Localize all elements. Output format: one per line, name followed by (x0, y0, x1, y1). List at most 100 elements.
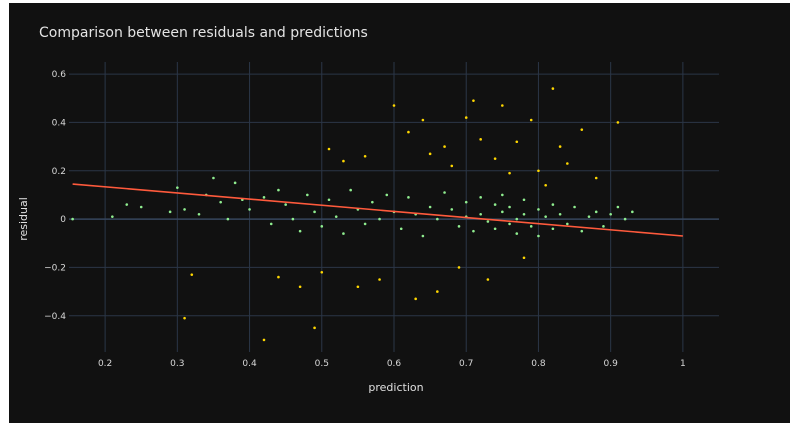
x-tick-label: 0.8 (531, 359, 546, 369)
scatter-point (537, 208, 540, 211)
scatter-point (428, 205, 432, 209)
scatter-point (537, 234, 540, 238)
scatter-point-outlier (486, 278, 490, 281)
x-tick-label: 0.4 (242, 359, 257, 369)
scatter-point (479, 196, 482, 199)
chart-frame (9, 3, 790, 423)
scatter-point (226, 217, 230, 221)
points-layer (71, 87, 634, 342)
scatter-point (378, 217, 381, 221)
scatter-point (479, 212, 482, 216)
scatter-point (313, 210, 316, 214)
scatter-point (334, 215, 338, 218)
scatter-point (71, 217, 74, 221)
scatter-point (551, 203, 555, 206)
scatter-point (501, 210, 504, 214)
y-tick-label: −0.2 (44, 263, 66, 273)
scatter-point (616, 205, 620, 209)
scatter-point-outlier (551, 87, 555, 90)
scatter-point-outlier (262, 338, 266, 342)
scatter-point-outlier (414, 297, 417, 301)
scatter-point (407, 196, 410, 199)
scatter-point (602, 225, 605, 228)
scatter-point-outlier (363, 154, 367, 158)
scatter-point (631, 210, 634, 214)
scatter-point (269, 222, 273, 226)
y-axis-label: residual (17, 197, 30, 241)
scatter-point (493, 227, 497, 231)
scatter-point (183, 208, 186, 211)
y-tick-label: 0.2 (52, 167, 66, 177)
scatter-point-outlier (515, 140, 519, 144)
scatter-point-outlier (529, 118, 533, 122)
scatter-point (363, 222, 367, 226)
scatter-point (262, 196, 266, 199)
scatter-point (371, 200, 374, 204)
scatter-point (544, 215, 547, 218)
scatter-point-outlier (320, 270, 324, 274)
scatter-point-outlier (544, 183, 547, 187)
scatter-point (320, 225, 324, 228)
scatter-point-outlier (378, 278, 381, 281)
y-tick-label: 0 (60, 215, 66, 225)
scatter-point-outlier (594, 176, 598, 180)
scatter-point (609, 212, 612, 216)
scatter-point (551, 227, 555, 231)
scatter-point (515, 217, 519, 221)
scatter-point-outlier (183, 316, 186, 320)
chart-title: Comparison between residuals and predict… (39, 25, 368, 41)
scatter-point-outlier (327, 147, 331, 151)
scatter-point (349, 188, 352, 192)
x-tick-label: 0.6 (387, 359, 402, 369)
scatter-point-outlier (190, 273, 194, 276)
y-tick-label: 0.4 (52, 118, 67, 128)
x-tick-label: 1 (680, 359, 686, 369)
scatter-point (566, 222, 569, 226)
scatter-point-outlier (457, 266, 461, 269)
grid-layer (69, 62, 719, 352)
scatter-point (212, 176, 215, 180)
scatter-point-outlier (508, 171, 511, 175)
scatter-point-outlier (277, 275, 280, 279)
scatter-point (472, 229, 475, 233)
y-tick-label: −0.4 (44, 312, 66, 322)
x-tick-label: 0.3 (170, 359, 184, 369)
scatter-point-outlier (356, 285, 360, 289)
scatter-point (421, 234, 425, 238)
scatter-point-outlier (421, 118, 425, 122)
scatter-point (399, 227, 403, 231)
scatter-point (515, 232, 519, 235)
scatter-point (291, 217, 295, 221)
scatter-point-outlier (464, 116, 468, 119)
scatter-point (623, 217, 627, 221)
scatter-point (501, 193, 504, 197)
scatter-point (248, 208, 251, 211)
scatter-point-outlier (493, 157, 497, 160)
scatter-point-outlier (436, 290, 439, 293)
scatter-point (139, 205, 143, 209)
x-tick-label: 0.9 (604, 359, 619, 369)
scatter-point (176, 186, 179, 189)
scatter-point-outlier (342, 159, 345, 163)
scatter-point (522, 198, 526, 202)
scatter-point-outlier (580, 128, 584, 131)
scatter-point-outlier (472, 99, 475, 102)
scatter-point-outlier (407, 130, 410, 134)
scatter-point (450, 208, 454, 211)
scatter-point (233, 181, 237, 185)
scatter-point (558, 212, 562, 216)
scatter-point (327, 198, 331, 202)
scatter-point (493, 203, 497, 206)
x-axis-label: prediction (368, 381, 423, 394)
scatter-point (168, 210, 172, 214)
scatter-point-outlier (313, 326, 316, 330)
scatter-point (443, 191, 446, 194)
scatter-point-outlier (566, 162, 569, 165)
scatter-point (298, 229, 302, 233)
y-tick-label: 0.6 (52, 70, 67, 80)
scatter-point-outlier (392, 104, 396, 107)
trend-line (72, 183, 683, 237)
x-tick-label: 0.5 (315, 359, 329, 369)
scatter-point (306, 193, 309, 197)
